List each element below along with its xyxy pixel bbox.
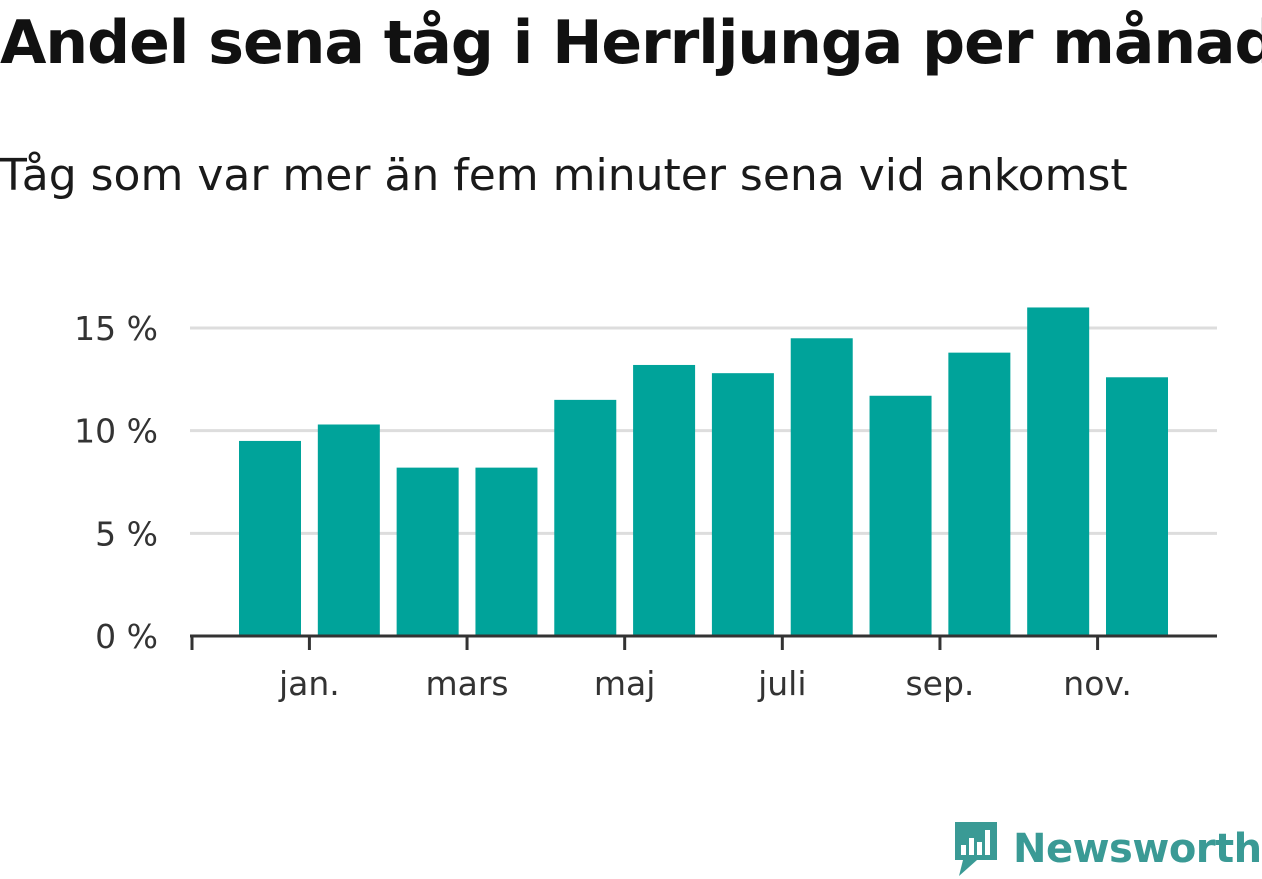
bar-sep — [948, 352, 1011, 636]
bars — [239, 307, 1168, 636]
x-tick-label: jan. — [278, 664, 340, 703]
x-tick-label: maj — [594, 664, 656, 703]
chart-title: Andel sena tåg i Herrljunga per månad — [0, 8, 1262, 78]
x-tick-label: mars — [425, 664, 508, 703]
x-tick-label: juli — [757, 664, 806, 703]
x-tick-label: sep. — [905, 664, 974, 703]
bar-nov — [1106, 377, 1168, 636]
tick-labels: 0 % 5 % 10 % 15 % jan. mars maj juli sep. nov. — [74, 309, 1132, 703]
bar-dec — [239, 440, 301, 636]
y-tick-label: 15 % — [74, 309, 158, 348]
bar-aug — [869, 395, 932, 636]
y-tick-label: 10 % — [74, 412, 158, 451]
bar-okt — [1027, 307, 1090, 636]
bar-apr — [554, 399, 617, 636]
bar-juli — [790, 338, 853, 636]
newsworthy-logo: Newsworthy — [951, 820, 1262, 878]
bar-juni — [711, 373, 774, 636]
brand-name: Newsworthy — [1013, 826, 1262, 872]
y-tick-label: 5 % — [95, 514, 158, 553]
bar-feb — [396, 467, 459, 636]
y-tick-label: 0 % — [95, 617, 158, 656]
newsworthy-logo-icon — [955, 822, 997, 876]
bar-jan — [317, 424, 380, 636]
bar-mars — [475, 467, 538, 636]
chart-subtitle: Tåg som var mer än fem minuter sena vid … — [0, 150, 1128, 201]
axes — [190, 634, 1217, 650]
x-tick-label: nov. — [1063, 664, 1132, 703]
bar-maj — [633, 364, 696, 636]
